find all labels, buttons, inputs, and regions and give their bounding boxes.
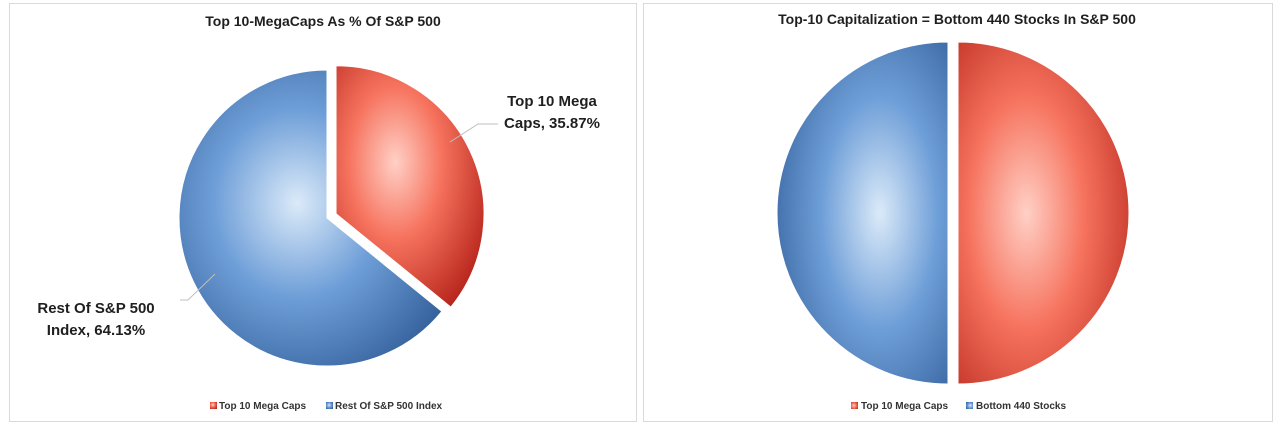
legend-label-rest-of-index: Rest Of S&P 500 Index [335,401,443,412]
data-label-rest-of-index-line2: Index, 64.13% [47,322,145,339]
legend-swatch-top-10-mega-caps [210,402,217,409]
pie-chart-right: Top-10 Capitalization = Bottom 440 Stock… [776,11,1136,412]
leader-line-top-10-mega-caps [449,123,498,143]
legend-label-bottom-440-stocks: Bottom 440 Stocks [976,401,1066,412]
leader-line-rest-of-index [180,273,216,301]
legend-swatch-top-10-mega-caps [851,402,858,409]
pie-slice-top-10-mega-caps [957,41,1130,385]
pie-chart-left: Top 10-MegaCaps As % Of S&P 500 Top 10 M… [37,13,600,412]
pie-slice-top-10-mega-caps [335,65,485,308]
chart-title-right: Top-10 Capitalization = Bottom 440 Stock… [778,11,1136,27]
data-label-rest-of-index-line1: Rest Of S&P 500 [37,300,154,317]
legend-label-top-10-mega-caps: Top 10 Mega Caps [861,401,948,412]
data-label-top-10-mega-caps-line1: Top 10 Mega [507,93,597,110]
pie-slice-bottom-440-stocks [776,41,949,385]
data-label-top-10-mega-caps-line2: Caps, 35.87% [504,115,600,132]
legend-label-top-10-mega-caps: Top 10 Mega Caps [219,401,306,412]
chart-panel-right: Top-10 Capitalization = Bottom 440 Stock… [643,3,1273,422]
legend-swatch-bottom-440-stocks [966,402,973,409]
chart-title-left: Top 10-MegaCaps As % Of S&P 500 [205,13,441,29]
chart-panel-left: Top 10-MegaCaps As % Of S&P 500 Top 10 M… [9,3,637,422]
pie-slice-rest-of-sandp-500-index [178,69,443,367]
legend-swatch-rest-of-index [326,402,333,409]
